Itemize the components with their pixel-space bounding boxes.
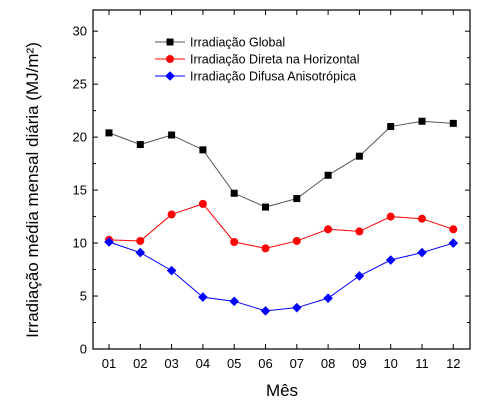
data-point xyxy=(168,131,176,139)
data-point xyxy=(229,296,239,307)
y-tick-label: 5 xyxy=(80,289,87,304)
data-point xyxy=(292,236,301,245)
data-point xyxy=(387,123,395,131)
data-point xyxy=(262,203,269,211)
series-line xyxy=(108,241,454,312)
x-tick-label: 03 xyxy=(164,356,178,371)
data-point xyxy=(198,199,207,208)
data-point xyxy=(198,292,208,302)
data-point xyxy=(230,189,238,197)
data-point xyxy=(324,225,333,234)
data-point xyxy=(167,210,176,219)
x-tick-label: 01 xyxy=(102,356,116,371)
data-point xyxy=(261,244,270,253)
x-tick-label: 05 xyxy=(227,356,241,371)
x-tick-label: 02 xyxy=(133,356,147,371)
x-tick-label: 12 xyxy=(446,356,460,371)
x-tick-label: 04 xyxy=(196,356,210,371)
x-tick-label: 06 xyxy=(258,356,272,371)
legend-marker xyxy=(166,55,174,63)
legend-marker xyxy=(165,71,175,81)
legend-label: Irradiação Direta na Horizontal xyxy=(190,53,360,67)
data-point xyxy=(230,238,239,247)
legend-item: Irradiação Global xyxy=(155,36,285,50)
data-point xyxy=(448,238,459,248)
data-point xyxy=(323,293,333,303)
legend-label: Irradiação Difusa Anisotrópica xyxy=(190,70,356,84)
data-point xyxy=(418,214,426,223)
data-point xyxy=(385,255,396,265)
data-point xyxy=(417,247,427,258)
data-point xyxy=(354,271,365,281)
y-tick-label: 10 xyxy=(73,236,87,251)
x-axis-title: Mês xyxy=(266,381,298,400)
legend: Irradiação Global Irradiação Direta na Ho… xyxy=(155,36,360,84)
data-point xyxy=(355,227,364,236)
y-tick-label: 25 xyxy=(73,77,87,92)
x-tick-label: 07 xyxy=(290,356,304,371)
data-point xyxy=(136,141,144,149)
data-point xyxy=(105,129,113,137)
y-tick-label: 0 xyxy=(80,342,87,357)
legend-item: Irradiação Direta na Horizontal xyxy=(155,53,360,67)
x-tick-label: 09 xyxy=(352,356,366,371)
data-point xyxy=(449,225,458,234)
data-point xyxy=(260,306,271,316)
data-point xyxy=(199,146,207,154)
series-line xyxy=(108,120,454,208)
data-point xyxy=(355,152,363,160)
y-tick-label: 30 xyxy=(73,24,87,39)
x-axis: 01 02 03 04 05 06 07 08 09 10 11 12 xyxy=(102,10,461,371)
x-tick-label: 11 xyxy=(415,356,429,371)
data-point xyxy=(449,119,457,127)
x-tick-label: 10 xyxy=(383,356,397,371)
legend-item: Irradiação Difusa Anisotrópica xyxy=(155,70,356,84)
plot-frame xyxy=(92,9,471,350)
y-axis: 0 5 10 15 20 25 30 xyxy=(73,24,470,357)
y-tick-label: 15 xyxy=(73,183,87,198)
legend-label: Irradiação Global xyxy=(190,36,285,50)
series-1 xyxy=(105,117,457,211)
x-tick-label: 08 xyxy=(321,356,335,371)
data-point xyxy=(135,247,146,258)
y-axis-title: Irradiação média mensal diária (MJ/m²) xyxy=(23,42,42,338)
data-point xyxy=(104,237,114,247)
data-point xyxy=(136,236,145,245)
data-point xyxy=(166,265,177,276)
data-point xyxy=(386,212,395,221)
series-line xyxy=(108,203,454,249)
data-point xyxy=(324,171,332,179)
legend-marker xyxy=(166,38,174,46)
y-tick-label: 20 xyxy=(73,130,87,145)
data-point xyxy=(418,117,426,125)
series-2 xyxy=(105,199,458,253)
series-layer xyxy=(104,117,459,316)
data-point xyxy=(293,195,301,203)
plot-border xyxy=(92,9,471,350)
data-point xyxy=(292,302,302,313)
series-3 xyxy=(104,237,459,316)
